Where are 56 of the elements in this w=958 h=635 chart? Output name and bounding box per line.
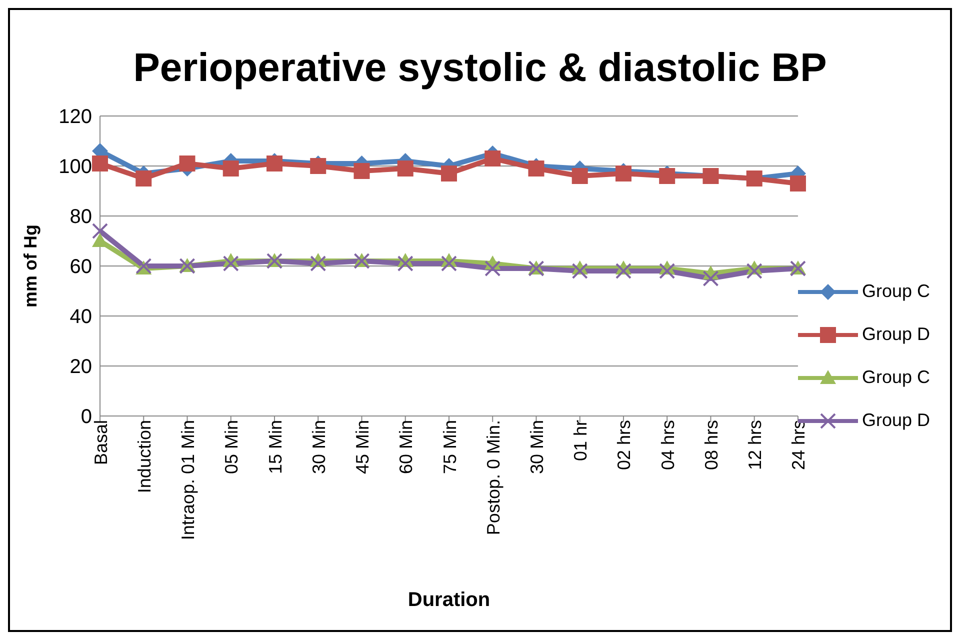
legend-label: Group D — [862, 324, 930, 345]
x-tick-label: Intraop. 01 Min — [178, 420, 198, 540]
point — [659, 168, 676, 184]
point — [790, 176, 806, 192]
point — [702, 270, 719, 286]
x-tick-label: 02 hrs — [614, 420, 634, 470]
x-tick-label: 30 Min — [527, 420, 548, 474]
y-tick-label: 120 — [58, 106, 92, 128]
legend-label: Group C — [862, 367, 930, 388]
point — [397, 256, 414, 272]
x-tick-label: 01 hr — [570, 420, 591, 462]
point — [440, 166, 457, 182]
x-tick-label: Postop. 0 Min. — [483, 420, 504, 536]
x-axis-title: Duration — [408, 589, 490, 611]
x-tick-label: 45 Min — [352, 420, 373, 474]
point — [528, 160, 544, 176]
point — [659, 263, 676, 279]
point — [222, 160, 239, 176]
point — [572, 263, 588, 279]
point — [484, 150, 501, 166]
x-tick-label: 04 hrs — [658, 420, 678, 470]
x-tick-label: 05 Min — [222, 420, 242, 474]
point — [615, 166, 632, 182]
point — [354, 163, 370, 179]
x-tick-label: 30 Min — [308, 420, 329, 474]
y-tick-label: 100 — [58, 156, 92, 178]
point — [92, 156, 108, 172]
x-tick-label: 75 Min — [440, 420, 460, 474]
y-tick-label: 0 — [80, 406, 92, 428]
y-tick-label: 80 — [70, 206, 92, 228]
legend-label: Group D — [862, 410, 930, 431]
x-tick-label: 15 Min — [265, 420, 286, 474]
y-tick-label: 40 — [70, 306, 92, 328]
legend-label: Group C — [862, 281, 930, 302]
point — [222, 256, 239, 272]
x-tick-label: 08 hrs — [702, 420, 722, 470]
point — [484, 260, 501, 276]
y-tick-label: 20 — [70, 356, 92, 378]
x-tick-label: 60 Min — [396, 420, 416, 474]
point — [746, 263, 762, 279]
x-tick-label: Basal — [90, 420, 111, 466]
point — [179, 156, 196, 172]
y-axis-title: mm of Hg — [20, 224, 40, 308]
point — [572, 168, 588, 184]
point — [440, 256, 457, 272]
x-tick-label: 12 hrs — [745, 420, 766, 470]
point — [310, 158, 326, 174]
chart-title: Perioperative systolic & diastolic BP — [132, 46, 828, 92]
point — [266, 156, 282, 172]
point — [310, 256, 326, 272]
point — [397, 160, 414, 176]
point — [136, 170, 152, 186]
y-tick-label: 60 — [70, 256, 92, 278]
point — [615, 263, 632, 279]
x-tick-label: Induction — [134, 420, 154, 494]
point — [92, 223, 108, 239]
